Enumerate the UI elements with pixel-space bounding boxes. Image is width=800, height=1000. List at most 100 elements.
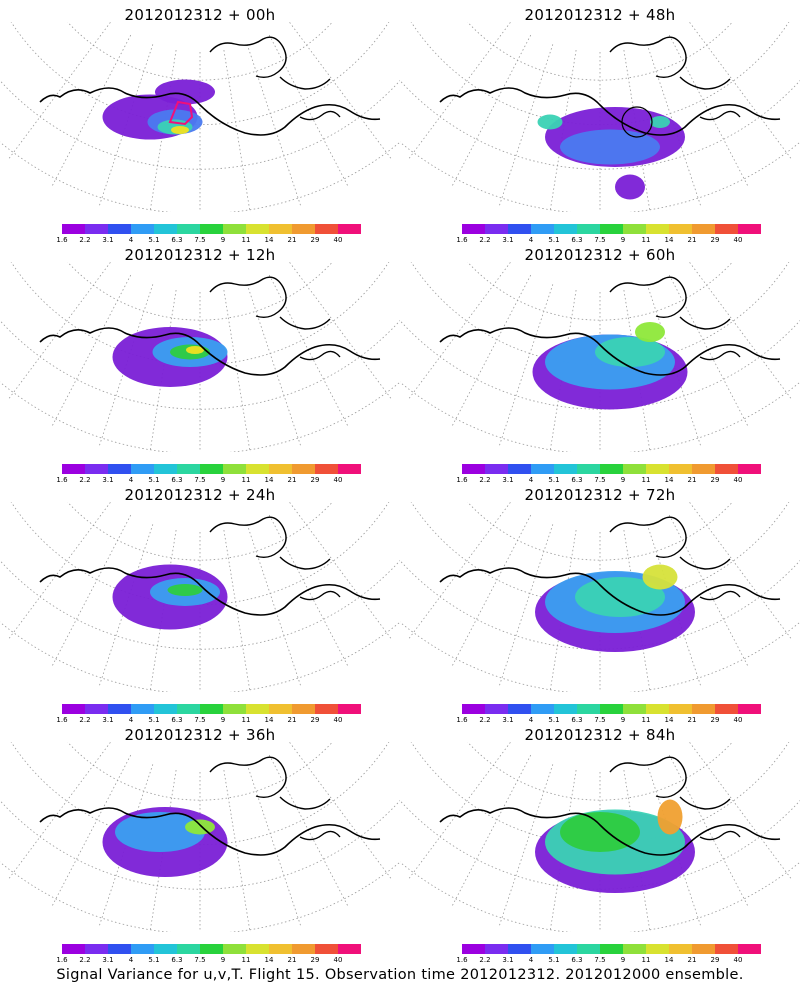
panel-title: 2012012312 + 60h xyxy=(524,246,676,264)
color-bar-swatch xyxy=(669,944,692,954)
color-bar-swatch xyxy=(223,464,246,474)
color-bar-label: 21 xyxy=(687,236,697,244)
color-bar-swatch xyxy=(338,704,361,714)
color-bar-swatch xyxy=(508,224,531,234)
color-bar-swatch xyxy=(600,224,623,234)
graticule-meridian xyxy=(498,284,554,446)
graticule-meridian xyxy=(498,524,554,686)
color-bar-label: 14 xyxy=(664,476,674,484)
color-bar-swatch xyxy=(131,464,154,474)
variance-field xyxy=(167,584,203,596)
graticule-meridian xyxy=(223,530,251,692)
graticule-meridian xyxy=(8,502,111,639)
color-bar-label: 21 xyxy=(287,716,297,724)
color-bar-swatch xyxy=(738,224,761,234)
polar-map xyxy=(400,262,800,452)
variance-field xyxy=(185,819,215,835)
graticule-meridian xyxy=(246,44,302,206)
map-panel: 2012012312 + 84h 1.6 2.2 3.1 4 5.1 6.3 7.5 9 11 14… xyxy=(400,722,800,967)
coastline xyxy=(209,276,341,361)
graticule-arc xyxy=(0,799,400,890)
color-bar-swatch xyxy=(177,944,200,954)
variance-field xyxy=(642,564,678,590)
color-bar-swatch xyxy=(508,704,531,714)
color-bar-label: 4 xyxy=(528,956,534,964)
color-bar-label: 4 xyxy=(528,236,534,244)
color-bar-label: 1.6 xyxy=(56,476,68,484)
color-bar-swatch xyxy=(531,944,554,954)
color-bar-swatch xyxy=(315,704,338,714)
color-bar-swatch xyxy=(292,224,315,234)
color-bar-label: 29 xyxy=(310,236,320,244)
color-bar: 1.6 2.2 3.1 4 5.1 6.3 7.5 9 11 14 21 29 40 xyxy=(56,944,361,966)
color-bar-swatch xyxy=(485,464,508,474)
color-bar-label: 21 xyxy=(687,476,697,484)
color-bar-label: 5.1 xyxy=(548,716,560,724)
color-bar-label: 5.1 xyxy=(148,716,160,724)
color-bar-label: 7.5 xyxy=(594,476,606,484)
color-bar-swatch xyxy=(292,704,315,714)
color-bar-label: 21 xyxy=(287,236,297,244)
color-bar: 1.6 2.2 3.1 4 5.1 6.3 7.5 9 11 14 21 29 40 xyxy=(56,224,361,246)
color-bar-label: 29 xyxy=(710,716,720,724)
color-bar-label: 5.1 xyxy=(548,236,560,244)
color-bar-swatch xyxy=(715,944,738,954)
panel-title: 2012012312 + 24h xyxy=(124,486,276,504)
color-bar-label: 11 xyxy=(241,716,251,724)
panel-title: 2012012312 + 36h xyxy=(124,726,276,744)
color-bar-swatch xyxy=(223,224,246,234)
color-bar-swatch xyxy=(269,464,292,474)
graticule-arc xyxy=(0,559,400,650)
color-bar-swatch xyxy=(715,224,738,234)
color-bar-swatch xyxy=(531,704,554,714)
variance-field xyxy=(635,322,665,342)
color-bar-label: 2.2 xyxy=(479,956,491,964)
color-bar-label: 40 xyxy=(333,236,343,244)
graticule-meridian xyxy=(223,50,251,212)
graticule-meridian xyxy=(689,742,792,879)
color-bar-swatch xyxy=(508,464,531,474)
color-bar-swatch xyxy=(462,704,485,714)
coastline xyxy=(39,807,381,856)
color-bar-swatch xyxy=(462,464,485,474)
color-bar-swatch xyxy=(738,944,761,954)
color-bar: 1.6 2.2 3.1 4 5.1 6.3 7.5 9 11 14 21 29 40 xyxy=(56,464,361,486)
color-bar-label: 9 xyxy=(620,476,626,484)
color-bar: 1.6 2.2 3.1 4 5.1 6.3 7.5 9 11 14 21 29 40 xyxy=(456,464,761,486)
graticule-meridian xyxy=(246,284,302,446)
color-bar-label: 7.5 xyxy=(594,716,606,724)
polar-map xyxy=(400,502,800,692)
variance-field xyxy=(155,79,215,105)
panel-title: 2012012312 + 12h xyxy=(124,246,276,264)
color-bar-swatch xyxy=(554,464,577,474)
color-bar-swatch xyxy=(131,944,154,954)
color-bar-swatch xyxy=(738,704,761,714)
flight-track xyxy=(168,100,194,126)
graticule-meridian xyxy=(289,262,392,399)
color-bar-swatch xyxy=(62,464,85,474)
graticule-meridian xyxy=(289,22,392,159)
color-bar-swatch xyxy=(177,704,200,714)
color-bar-label: 40 xyxy=(733,716,743,724)
color-bar-swatch xyxy=(338,944,361,954)
color-bar-swatch xyxy=(738,464,761,474)
coastline xyxy=(439,567,781,616)
coastline xyxy=(209,516,341,601)
color-bar-swatch xyxy=(269,944,292,954)
color-bar-swatch xyxy=(508,944,531,954)
color-bar-swatch xyxy=(692,224,715,234)
coastline xyxy=(609,516,741,601)
color-bar-swatch xyxy=(85,224,108,234)
variance-field xyxy=(537,114,563,130)
color-bar-swatch xyxy=(554,704,577,714)
color-bar-label: 2.2 xyxy=(79,236,91,244)
graticule-meridian xyxy=(8,22,111,159)
color-bar-swatch xyxy=(600,944,623,954)
color-bar-label: 1.6 xyxy=(456,476,468,484)
color-bar-label: 4 xyxy=(528,716,534,724)
graticule-meridian xyxy=(289,502,392,639)
color-bar-swatch xyxy=(200,224,223,234)
color-bar-swatch xyxy=(108,464,131,474)
color-bar-swatch xyxy=(669,464,692,474)
color-bar: 1.6 2.2 3.1 4 5.1 6.3 7.5 9 11 14 21 29 40 xyxy=(456,224,761,246)
